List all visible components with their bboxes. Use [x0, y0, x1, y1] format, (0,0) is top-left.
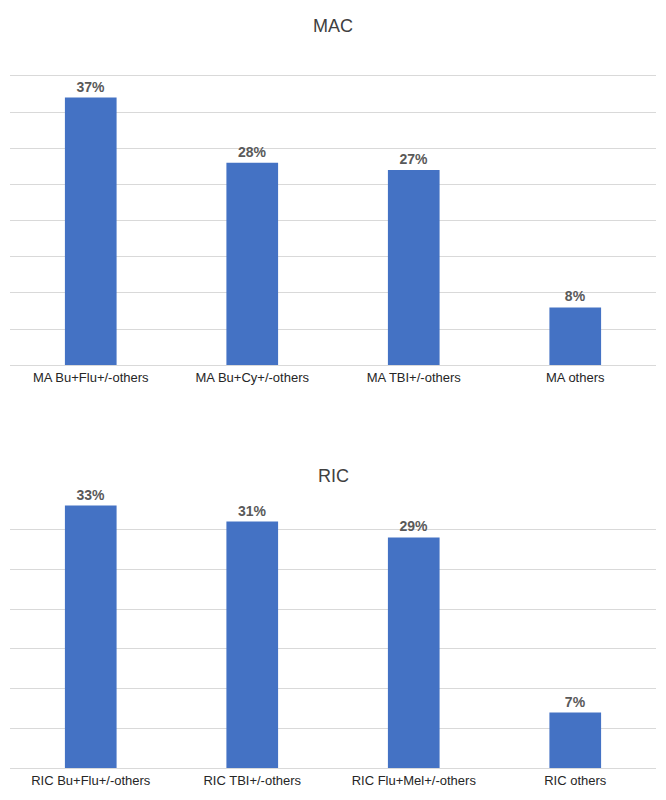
svg-text:RIC: RIC	[318, 466, 349, 486]
svg-text:27%: 27%	[399, 151, 428, 167]
svg-text:RIC Flu+Mel+/-others: RIC Flu+Mel+/-others	[352, 773, 477, 788]
svg-text:MA Bu+Flu+/-others: MA Bu+Flu+/-others	[33, 370, 149, 385]
svg-text:33%: 33%	[76, 487, 105, 503]
svg-text:MA others: MA others	[546, 370, 605, 385]
svg-text:MAC: MAC	[313, 16, 353, 36]
svg-text:RIC TBI+/-others: RIC TBI+/-others	[203, 773, 301, 788]
svg-text:MA TBI+/-others: MA TBI+/-others	[367, 370, 462, 385]
svg-text:RIC Bu+Flu+/-others: RIC Bu+Flu+/-others	[31, 773, 151, 788]
svg-text:31%: 31%	[238, 503, 267, 519]
svg-text:28%: 28%	[238, 144, 267, 160]
svg-text:29%: 29%	[399, 518, 428, 534]
svg-text:RIC others: RIC others	[544, 773, 607, 788]
svg-text:37%: 37%	[76, 79, 105, 95]
svg-text:MA Bu+Cy+/-others: MA Bu+Cy+/-others	[196, 370, 310, 385]
svg-text:8%: 8%	[565, 288, 586, 304]
svg-text:7%: 7%	[565, 694, 586, 710]
